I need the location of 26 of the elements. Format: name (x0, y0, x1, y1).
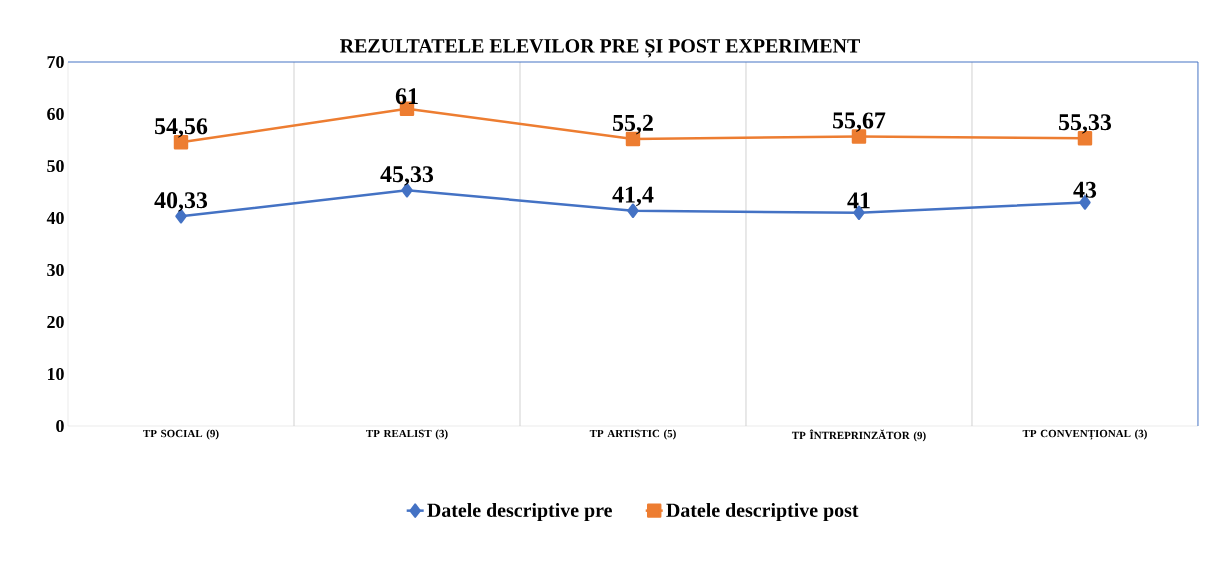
y-tick-label: 70 (47, 55, 64, 69)
y-tick-label: 20 (47, 315, 64, 329)
data-label: 41,4 (612, 186, 654, 207)
data-label: 41 (847, 192, 870, 209)
y-tick-label: 10 (47, 367, 64, 381)
y-tick-label: 30 (47, 263, 64, 277)
x-tick-label: TP CONVENȚIONAL (3) (1022, 429, 1147, 440)
data-label: 45,33 (380, 166, 434, 186)
x-tick-label: TP ARTISTIC (5) (589, 429, 676, 440)
y-tick-label: 40 (46, 211, 64, 225)
data-label: 40,33 (154, 192, 208, 212)
data-label: 55,2 (613, 114, 653, 135)
y-tick-label: 0 (56, 419, 64, 433)
x-tick-label: TP ÎNTREPRINZĂTOR (9) (791, 429, 926, 442)
chart-title: REZULTATELE ELEVILOR PRE ȘI POST EXPERIMENT (340, 39, 860, 58)
data-label: 55,33 (1059, 114, 1112, 134)
x-tick-label: TP REALIST (3) (366, 429, 448, 440)
data-label: 61 (395, 88, 418, 105)
data-label: 54,56 (155, 118, 208, 138)
legend-label: Datele descriptive pre (427, 502, 612, 522)
y-tick-label: 60 (47, 107, 64, 121)
data-label: 55,67 (833, 112, 886, 132)
x-tick-label: TP SOCIAL (9) (143, 429, 219, 440)
legend-label: Datele descriptive post (666, 502, 859, 522)
data-label: 43 (1073, 181, 1097, 198)
y-tick-label: 50 (47, 159, 64, 173)
